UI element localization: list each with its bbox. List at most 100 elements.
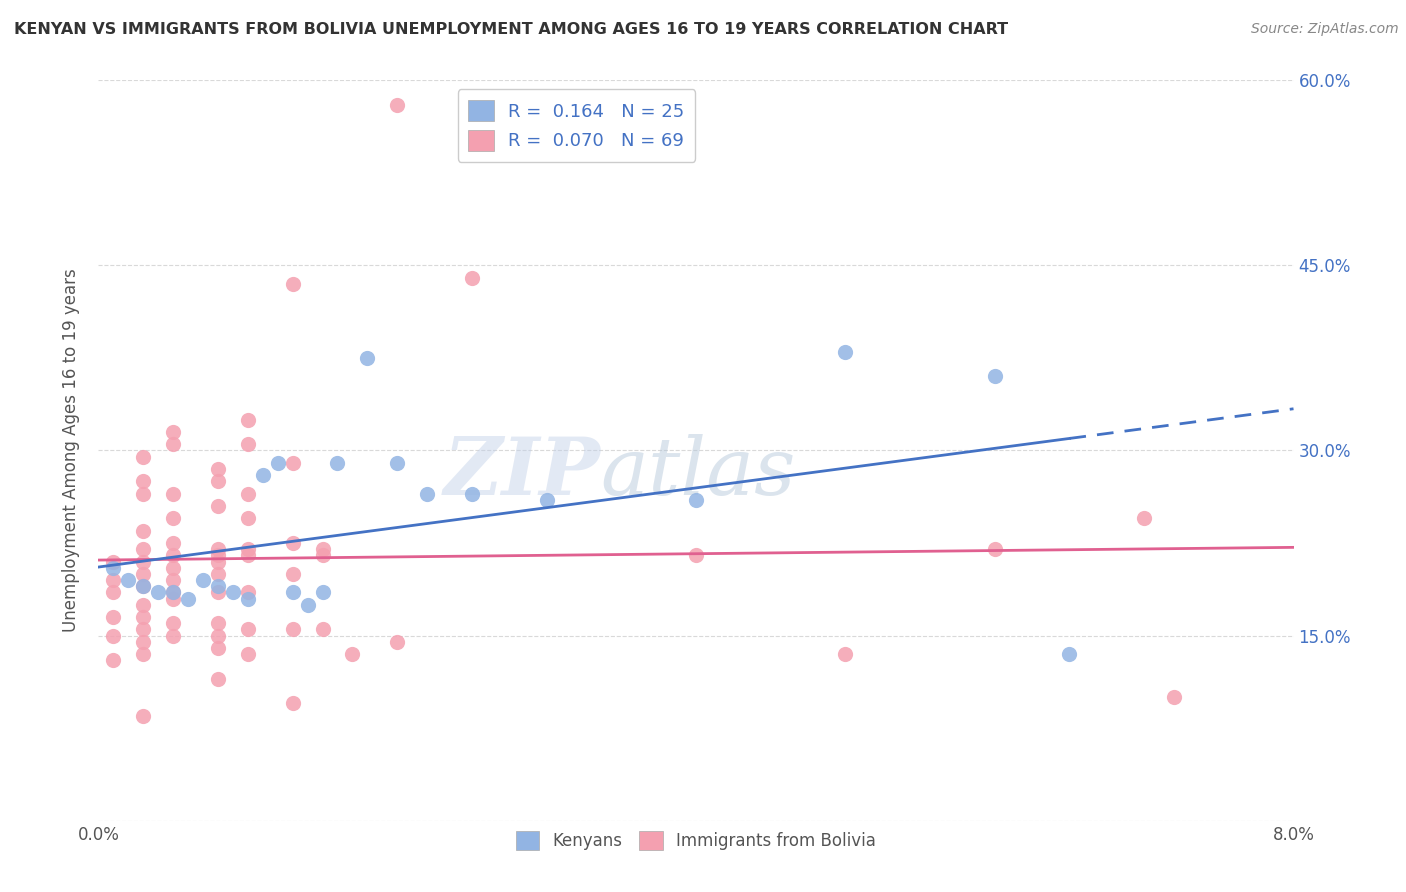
Point: [132, 486, 155, 500]
Text: atlas: atlas: [600, 434, 796, 511]
Point: [162, 591, 184, 606]
Point: [281, 566, 304, 581]
Point: [1163, 690, 1185, 705]
Point: [281, 277, 304, 291]
Point: [162, 628, 184, 642]
Point: [162, 437, 184, 451]
Point: [281, 456, 304, 470]
Point: [132, 610, 155, 624]
Point: [162, 573, 184, 587]
Legend: Kenyans, Immigrants from Bolivia: Kenyans, Immigrants from Bolivia: [509, 824, 883, 856]
Point: [236, 542, 259, 557]
Point: [207, 499, 229, 513]
Point: [207, 628, 229, 642]
Point: [103, 628, 125, 642]
Point: [834, 344, 856, 359]
Point: [326, 456, 349, 470]
Point: [834, 647, 856, 661]
Point: [207, 640, 229, 655]
Point: [281, 585, 304, 599]
Point: [1133, 511, 1156, 525]
Point: [342, 647, 364, 661]
Point: [207, 555, 229, 569]
Point: [132, 566, 155, 581]
Text: ZIP: ZIP: [443, 434, 600, 511]
Point: [222, 585, 245, 599]
Point: [132, 708, 155, 723]
Point: [162, 560, 184, 574]
Point: [1059, 647, 1081, 661]
Point: [103, 555, 125, 569]
Point: [207, 566, 229, 581]
Point: [162, 585, 184, 599]
Point: [236, 511, 259, 525]
Point: [162, 585, 184, 599]
Point: [236, 647, 259, 661]
Point: [685, 549, 707, 563]
Point: [207, 549, 229, 563]
Point: [103, 573, 125, 587]
Y-axis label: Unemployment Among Ages 16 to 19 years: Unemployment Among Ages 16 to 19 years: [62, 268, 80, 632]
Point: [132, 634, 155, 648]
Point: [236, 591, 259, 606]
Point: [236, 412, 259, 426]
Point: [281, 697, 304, 711]
Point: [207, 542, 229, 557]
Point: [132, 579, 155, 593]
Point: [461, 486, 484, 500]
Point: [162, 549, 184, 563]
Point: [132, 524, 155, 538]
Text: Source: ZipAtlas.com: Source: ZipAtlas.com: [1251, 22, 1399, 37]
Point: [461, 270, 484, 285]
Point: [236, 623, 259, 637]
Point: [103, 560, 125, 574]
Point: [311, 623, 333, 637]
Point: [281, 623, 304, 637]
Point: [132, 555, 155, 569]
Point: [103, 653, 125, 667]
Point: [207, 462, 229, 476]
Point: [311, 549, 333, 563]
Point: [207, 616, 229, 631]
Point: [416, 486, 439, 500]
Point: [385, 634, 409, 648]
Point: [162, 425, 184, 439]
Point: [311, 585, 333, 599]
Point: [191, 573, 214, 587]
Point: [207, 475, 229, 489]
Point: [117, 573, 139, 587]
Point: [356, 351, 378, 365]
Point: [162, 536, 184, 550]
Point: [281, 536, 304, 550]
Point: [311, 542, 333, 557]
Point: [207, 585, 229, 599]
Point: [162, 616, 184, 631]
Point: [236, 486, 259, 500]
Point: [207, 672, 229, 686]
Point: [236, 437, 259, 451]
Point: [132, 542, 155, 557]
Point: [385, 456, 409, 470]
Point: [103, 610, 125, 624]
Point: [536, 492, 558, 507]
Point: [236, 549, 259, 563]
Point: [984, 369, 1007, 384]
Point: [252, 468, 274, 483]
Text: KENYAN VS IMMIGRANTS FROM BOLIVIA UNEMPLOYMENT AMONG AGES 16 TO 19 YEARS CORRELA: KENYAN VS IMMIGRANTS FROM BOLIVIA UNEMPL…: [14, 22, 1008, 37]
Point: [685, 492, 707, 507]
Point: [132, 647, 155, 661]
Point: [297, 598, 319, 612]
Point: [132, 475, 155, 489]
Point: [132, 623, 155, 637]
Point: [236, 585, 259, 599]
Point: [177, 591, 200, 606]
Point: [103, 585, 125, 599]
Point: [162, 511, 184, 525]
Point: [207, 579, 229, 593]
Point: [132, 598, 155, 612]
Point: [267, 456, 290, 470]
Point: [132, 450, 155, 464]
Point: [385, 98, 409, 112]
Point: [162, 486, 184, 500]
Point: [984, 542, 1007, 557]
